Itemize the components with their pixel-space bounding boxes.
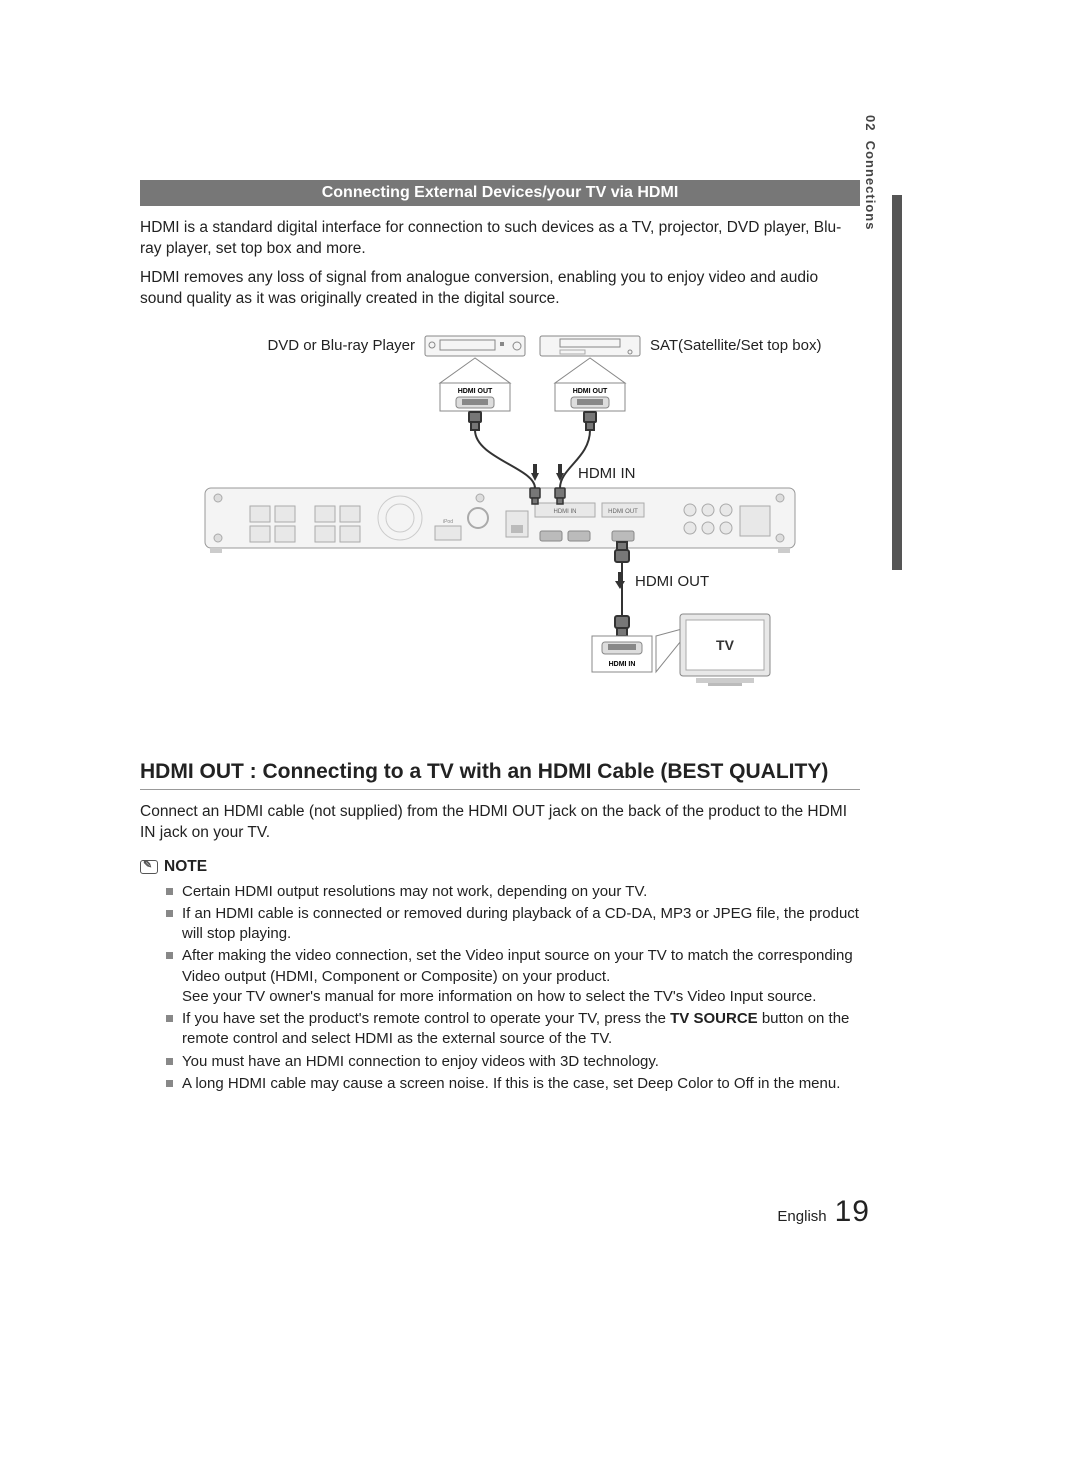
hdmi-in-tv-port: HDMI IN [592, 636, 652, 672]
note-item: You must have an HDMI connection to enjo… [166, 1052, 860, 1072]
tv-icon: TV [680, 614, 770, 686]
page-footer: English 19 [777, 1195, 870, 1229]
hdmi-out-port-right: HDMI OUT [555, 383, 625, 411]
subsection-body: Connect an HDMI cable (not supplied) fro… [140, 802, 860, 844]
note-heading-text: NOTE [164, 858, 207, 876]
note-item: A long HDMI cable may cause a screen noi… [166, 1074, 860, 1094]
svg-text:HDMI OUT: HDMI OUT [573, 388, 608, 395]
svg-text:HDMI OUT: HDMI OUT [458, 388, 493, 395]
sidebar-indicator-bar [892, 195, 902, 570]
footer-language: English [777, 1208, 826, 1225]
note-list: Certain HDMI output resolutions may not … [140, 882, 860, 1095]
note-heading: NOTE [140, 858, 860, 876]
subsection-title: HDMI OUT : Connecting to a TV with an HD… [140, 760, 860, 790]
hdmi-in-arrows [531, 464, 564, 481]
hdmi-out-arrow [615, 572, 625, 589]
note-item: If an HDMI cable is connected or removed… [166, 904, 860, 945]
note-icon [140, 860, 158, 874]
note-item: After making the video connection, set t… [166, 946, 860, 1007]
cable-out [615, 542, 629, 636]
chapter-title: Connections [863, 141, 878, 231]
dvd-label: DVD or Blu-ray Player [267, 337, 415, 354]
intro-block: HDMI is a standard digital interface for… [140, 218, 860, 310]
svg-text:HDMI OUT: HDMI OUT [608, 509, 638, 515]
svg-text:iPod: iPod [443, 519, 453, 525]
sat-box-icon [540, 336, 640, 356]
section-title-bar: Connecting External Devices/your TV via … [140, 180, 860, 206]
svg-text:HDMI IN: HDMI IN [609, 661, 636, 668]
hdmi-out-port-left: HDMI OUT [440, 383, 510, 411]
note-item: Certain HDMI output resolutions may not … [166, 882, 860, 902]
note-item: If you have set the product's remote con… [166, 1009, 860, 1050]
connection-diagram: DVD or Blu-ray Player SAT(Satellite/Set … [140, 328, 860, 738]
cable-left [469, 412, 535, 488]
hdmi-out-label: HDMI OUT [635, 573, 709, 590]
intro-paragraph-1: HDMI is a standard digital interface for… [140, 218, 860, 260]
chapter-number: 02 [863, 115, 878, 131]
svg-text:HDMI IN: HDMI IN [554, 509, 577, 515]
intro-paragraph-2: HDMI removes any loss of signal from ana… [140, 268, 860, 310]
receiver-unit-icon: iPod HDMI IN HDMI OUT [205, 488, 795, 553]
sidebar-tab: 02 Connections [863, 115, 885, 210]
dvd-player-icon [425, 336, 525, 356]
sat-label: SAT(Satellite/Set top box) [650, 337, 821, 354]
hdmi-in-label: HDMI IN [578, 465, 636, 482]
svg-text:TV: TV [716, 637, 735, 653]
footer-page-number: 19 [835, 1195, 870, 1229]
